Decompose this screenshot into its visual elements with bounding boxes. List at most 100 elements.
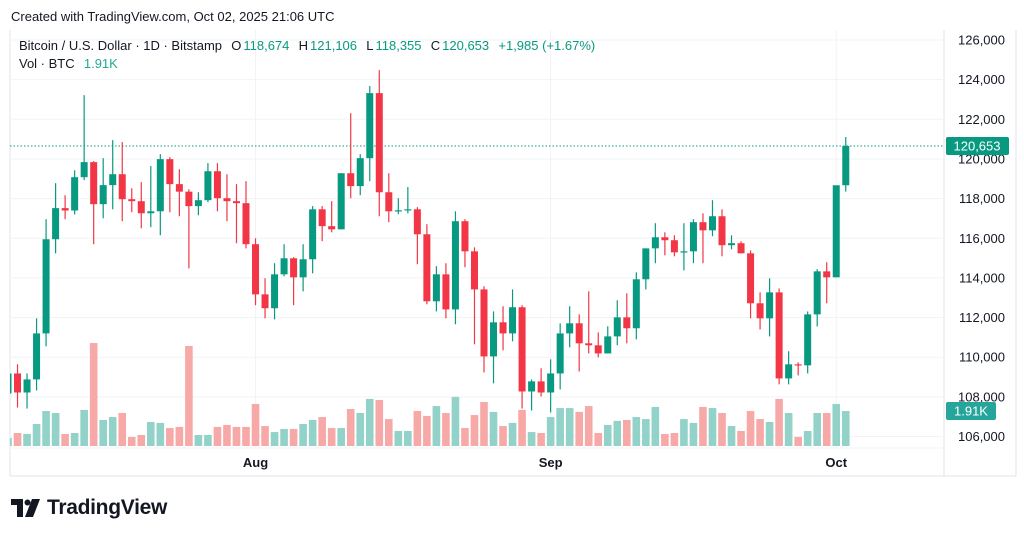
candle-body bbox=[537, 381, 545, 393]
volume-bar bbox=[480, 402, 488, 446]
candle-body bbox=[99, 185, 107, 205]
candle-body bbox=[61, 208, 69, 211]
candle-body bbox=[766, 292, 774, 319]
candle-body bbox=[71, 177, 79, 211]
candle bbox=[451, 211, 459, 325]
volume-bar bbox=[147, 421, 155, 446]
candle bbox=[842, 137, 850, 192]
candle bbox=[404, 187, 412, 214]
candle bbox=[394, 198, 402, 215]
high-value: 121,106 bbox=[310, 38, 358, 53]
candle bbox=[166, 157, 174, 213]
candle-body bbox=[52, 208, 60, 240]
candle bbox=[194, 192, 202, 216]
candle bbox=[118, 142, 126, 222]
candle bbox=[290, 257, 298, 306]
volume-bar bbox=[537, 432, 545, 446]
volume-bar bbox=[556, 408, 564, 446]
candle bbox=[632, 272, 640, 340]
candle-body bbox=[299, 259, 307, 278]
candle-body bbox=[290, 258, 298, 278]
volume-bar bbox=[356, 413, 365, 446]
volume-bar bbox=[423, 415, 431, 446]
brand-name: TradingView bbox=[47, 496, 168, 519]
candle bbox=[766, 278, 774, 337]
last-price-label: 120,653 bbox=[954, 139, 1001, 154]
candle-body bbox=[337, 173, 345, 230]
candle-body bbox=[175, 184, 183, 192]
candle-body bbox=[490, 322, 498, 357]
candle bbox=[232, 184, 240, 244]
tradingview-logo[interactable]: TradingView bbox=[11, 496, 167, 520]
close-value: 120,653 bbox=[442, 38, 490, 53]
candle bbox=[670, 235, 678, 257]
grid bbox=[9, 30, 1017, 477]
last-price-badge bbox=[946, 137, 1009, 156]
volume-bar bbox=[803, 430, 812, 446]
price-tick-label: 112,000 bbox=[959, 310, 1005, 325]
volume-bar bbox=[784, 413, 793, 446]
price-tick-label: 110,000 bbox=[959, 350, 1005, 365]
candle-body bbox=[413, 209, 421, 235]
volume-bar bbox=[651, 406, 660, 446]
volume-bar bbox=[118, 413, 127, 446]
candle bbox=[413, 207, 421, 265]
volume-bar bbox=[394, 430, 403, 446]
volume-bar bbox=[756, 419, 764, 446]
close-label: C bbox=[430, 38, 441, 53]
volume-bar bbox=[546, 417, 555, 446]
volume-bar bbox=[299, 424, 307, 446]
candle bbox=[356, 154, 364, 196]
candle-body bbox=[737, 243, 745, 254]
volume-bar bbox=[375, 400, 384, 446]
time-tick-label: Aug bbox=[243, 455, 268, 470]
change-value: +1,985 (+1.67%) bbox=[498, 38, 596, 53]
candle-body bbox=[280, 258, 288, 275]
candle bbox=[547, 359, 555, 413]
open-label: O bbox=[231, 38, 242, 53]
volume-bar bbox=[223, 424, 231, 446]
candle-body bbox=[252, 244, 260, 295]
candle-body bbox=[470, 251, 478, 290]
candle bbox=[242, 181, 250, 249]
volume-bar bbox=[822, 413, 831, 446]
candle-body bbox=[708, 216, 716, 231]
volume-bar bbox=[42, 411, 50, 446]
price-tick-label: 118,000 bbox=[959, 191, 1005, 206]
candle-body bbox=[109, 174, 117, 186]
candle-body bbox=[213, 171, 221, 199]
candle-body bbox=[442, 274, 450, 310]
candle-body bbox=[42, 239, 50, 334]
candle-body bbox=[575, 323, 583, 344]
volume-bar bbox=[232, 426, 241, 446]
candle-body bbox=[194, 200, 202, 207]
candle-body bbox=[585, 343, 593, 346]
candle bbox=[42, 219, 50, 347]
candle bbox=[699, 213, 707, 264]
candle bbox=[756, 292, 764, 330]
candle bbox=[14, 364, 22, 408]
candle bbox=[794, 362, 802, 376]
candle-body bbox=[613, 317, 621, 337]
candle-body bbox=[128, 199, 136, 202]
candle-body bbox=[394, 210, 402, 212]
time-axis: Aug Sep Oct bbox=[243, 455, 848, 470]
candle bbox=[128, 188, 136, 213]
volume-bar bbox=[499, 426, 507, 446]
candle-body bbox=[356, 158, 364, 187]
price-tick-label: 120,000 bbox=[958, 151, 1005, 166]
candle bbox=[347, 113, 355, 199]
candle-body bbox=[623, 317, 631, 329]
candle bbox=[261, 278, 269, 319]
candle-body bbox=[718, 216, 726, 246]
candle-body bbox=[404, 209, 412, 211]
candle bbox=[708, 200, 716, 237]
candle bbox=[832, 185, 840, 278]
candle-body bbox=[785, 364, 793, 379]
candle bbox=[61, 195, 69, 220]
price-tick-label: 126,000 bbox=[958, 33, 1005, 48]
volume-bar bbox=[32, 424, 41, 446]
volume-bar bbox=[10, 437, 12, 446]
